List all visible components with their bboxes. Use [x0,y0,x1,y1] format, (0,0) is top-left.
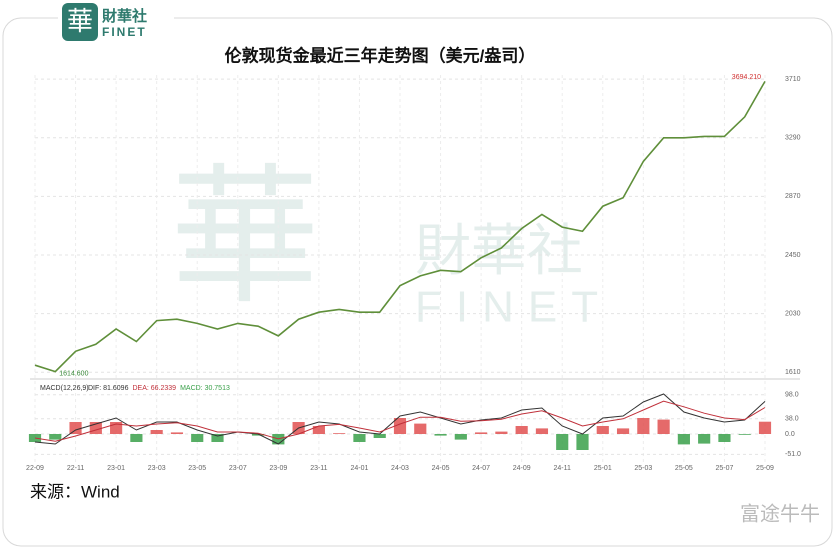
macd-bar [353,434,366,442]
x-tick-label: 23-09 [269,465,287,472]
x-tick-label: 24-05 [432,465,450,472]
x-tick-label: 24-03 [391,465,409,472]
macd-bar [576,434,589,450]
y-tick-label: 1610 [785,369,801,376]
x-tick-label: 23-11 [310,465,327,472]
x-tick-label: 23-07 [229,465,247,472]
watermark-name: 財華社 [415,219,583,282]
macd-bar [393,418,407,434]
watermark-mark: 華 [170,151,320,325]
macd-bar [191,434,204,442]
legend-entry: MACD: 30.7513 [180,385,230,392]
macd-line [34,393,766,445]
macd-bar [738,434,751,435]
x-tick-label: 25-01 [594,465,612,472]
macd-bar [211,434,224,442]
logo-name: 財華社 [101,7,147,25]
chart-title: 伦敦现货金最近三年走势图（美元/盎司） [225,45,536,65]
x-tick-label: 24-09 [513,465,531,472]
y-tick-label: 3710 [785,76,801,83]
macd-bar [312,426,325,434]
x-tick-label: 24-11 [554,465,571,472]
x-tick-label: 25-05 [675,465,693,472]
y-tick-label: 98.0 [785,392,799,399]
logo-mark: 華 [67,7,93,37]
frame [2,17,833,547]
legend-entry: DEA: 66.2339 [132,385,176,392]
x-tick-label: 24-01 [350,465,368,472]
source: 来源：Wind [30,482,120,501]
y-tick-label: 38.0 [785,416,799,423]
macd-bar [677,434,690,445]
x-tick-label: 23-03 [148,465,166,472]
macd-bar [170,432,184,434]
macd-bar [49,434,62,440]
min-label: 1614.600 [59,370,88,377]
macd-bar [475,432,488,434]
macd-bar [130,434,143,442]
price-line [34,81,766,373]
macd-bar [698,434,711,444]
x-tick-label: 23-05 [188,465,206,472]
macd-bar [414,423,427,434]
x-tick-label: 23-01 [107,465,125,472]
macd-bar [556,434,569,450]
x-tick-label: 24-07 [472,465,490,472]
y-tick-label: 3290 [785,135,801,142]
macd-bar [718,434,731,442]
y-tick-label: 2870 [785,193,801,200]
logo-badge [62,3,98,41]
macd-bar [434,434,447,436]
y-tick-label: 0.0 [785,431,795,438]
y-tick-label: 2030 [785,310,801,317]
legend-entry: DIF: 81.6096 [88,385,129,392]
macd-bar [535,428,549,434]
macd-bar [637,418,650,434]
macd-bar [495,431,508,434]
macd-title: MACD(12,26,9) [40,385,89,392]
x-tick-label: 22-09 [26,465,44,472]
macd-bar [616,428,630,434]
macd-bar [150,430,163,434]
macd-bar [373,434,386,438]
macd-bar [758,421,772,434]
watermark-latin: FINET [415,283,612,332]
y-tick-label: 2450 [785,252,801,259]
macd-bar [454,434,467,440]
x-tick-label: 25-09 [756,465,774,472]
macd-bar [69,422,82,434]
macd-bar [596,426,609,434]
x-tick-label: 25-03 [634,465,652,472]
macd-bar [333,433,346,434]
x-tick-label: 22-11 [67,465,84,472]
y-tick-label: -51.0 [785,451,801,458]
logo-latin: FINET [102,25,147,39]
macd-line [34,400,766,442]
max-label: 3694.210 [732,74,761,81]
watermark-text: 富途牛牛 [740,502,820,525]
macd-bar [515,426,528,434]
macd-bar [251,434,265,436]
macd-bar [657,419,670,434]
x-tick-label: 25-07 [715,465,733,472]
